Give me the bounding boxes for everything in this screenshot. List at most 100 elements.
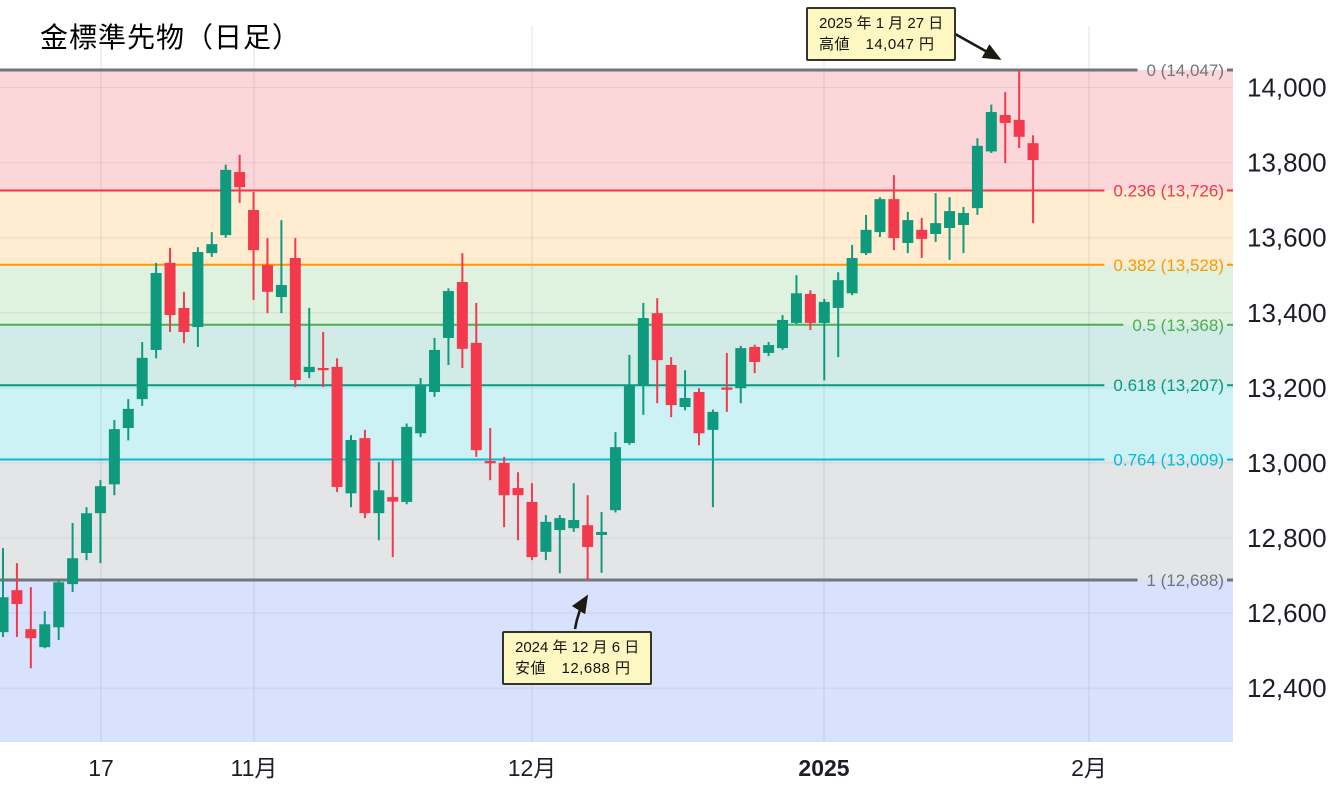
candle	[957, 206, 969, 254]
candle-body	[484, 461, 496, 464]
candle	[359, 429, 371, 519]
candle	[804, 290, 816, 331]
candle-body	[429, 349, 441, 392]
fib-lines: 0 (14,047) 0.236 (13,726) 0.382 (13,528) 0.…	[0, 61, 1233, 590]
candle	[1027, 135, 1039, 224]
candle	[150, 262, 162, 359]
fib-label-0.618: 0.618 (13,207)	[1113, 376, 1224, 395]
candle	[94, 480, 106, 564]
y-axis-tick-label: 12,800	[1247, 523, 1327, 553]
candle	[206, 232, 218, 257]
candle	[442, 288, 454, 365]
candle-body	[401, 426, 413, 502]
candle-body	[1013, 119, 1025, 137]
candle-body	[387, 497, 399, 502]
candle-body	[289, 258, 301, 380]
candle	[874, 197, 886, 237]
candle	[289, 238, 301, 388]
candle-body	[971, 145, 983, 209]
candle	[373, 462, 385, 541]
candle	[220, 164, 232, 238]
candle	[122, 399, 134, 441]
candle	[790, 275, 802, 325]
fib-label-0.382: 0.382 (13,528)	[1113, 256, 1224, 275]
high-annotation-date: 2025 年 1 月 27 日	[819, 15, 944, 32]
candle-body	[25, 629, 37, 639]
candle-body	[860, 229, 872, 254]
candle-body	[693, 391, 705, 434]
candle	[777, 315, 789, 350]
fib-label-0.236: 0.236 (13,726)	[1113, 181, 1224, 200]
candle-body	[999, 115, 1011, 123]
candle	[67, 522, 79, 593]
candle-body	[957, 212, 969, 225]
candle-body	[916, 229, 928, 239]
x-axis-tick-label: 2025	[798, 755, 849, 781]
fib-label-1: 1 (12,688)	[1147, 571, 1225, 590]
candle-body	[53, 582, 65, 628]
candle-body	[790, 293, 802, 323]
candle-body	[178, 307, 190, 332]
x-axis-tick-label: 11月	[231, 755, 278, 781]
gridlines	[0, 26, 1233, 742]
candle	[0, 548, 9, 638]
candle-body	[596, 531, 608, 535]
candle-body	[512, 488, 524, 496]
candle	[303, 307, 315, 379]
candle-body	[0, 597, 9, 633]
candle	[456, 253, 468, 368]
candle-body	[136, 357, 148, 400]
candle-body	[67, 558, 79, 585]
candle-body	[721, 387, 733, 390]
candle	[484, 428, 496, 481]
candle	[178, 291, 190, 344]
candle	[192, 247, 204, 347]
candle-body	[874, 199, 886, 233]
candle-body	[164, 262, 176, 316]
x-axis-tick-label: 17	[88, 755, 114, 781]
high-annotation-box: 2025 年 1 月 27 日 高値 14,047 円	[806, 7, 957, 61]
candle-body	[832, 280, 844, 308]
low-annotation-box: 2024 年 12 月 6 日 安値 12,688 円	[502, 631, 653, 685]
x-axis-tick-label: 2月	[1071, 755, 1107, 781]
candle	[11, 563, 23, 638]
fib-label-0.5: 0.5 (13,368)	[1132, 316, 1224, 335]
candle-body	[415, 385, 427, 434]
candle	[763, 342, 775, 356]
candle-body	[192, 252, 204, 328]
fib-band	[0, 324, 1233, 386]
candle	[429, 337, 441, 397]
y-axis-tick-label: 14,000	[1247, 73, 1327, 103]
candle-body	[707, 411, 719, 430]
candle	[944, 197, 956, 260]
candle	[164, 247, 176, 332]
candles	[0, 70, 1039, 669]
high-annotation-arrow	[947, 28, 1002, 60]
candle-body	[456, 282, 468, 349]
candle	[108, 420, 120, 496]
candle	[888, 175, 900, 251]
candle-body	[554, 518, 566, 531]
y-axis-tick-label: 13,800	[1247, 148, 1327, 178]
candle	[554, 515, 566, 574]
candle	[902, 211, 914, 254]
candle	[526, 483, 538, 561]
candle	[1013, 70, 1025, 149]
candle	[985, 104, 997, 153]
candle-body	[317, 367, 329, 371]
candle-body	[735, 348, 747, 389]
x-axis-tick-label: 12月	[508, 755, 557, 781]
candle	[707, 409, 719, 508]
candle-body	[944, 211, 956, 228]
candle	[401, 423, 413, 505]
candle-body	[818, 301, 830, 323]
candle-body	[526, 501, 538, 558]
candle	[971, 138, 983, 215]
candle	[665, 357, 677, 418]
candle-body	[11, 590, 23, 605]
y-axis-tick-label: 13,000	[1247, 448, 1327, 478]
candle	[53, 579, 65, 641]
candle-body	[679, 397, 691, 407]
candle-body	[637, 318, 649, 386]
